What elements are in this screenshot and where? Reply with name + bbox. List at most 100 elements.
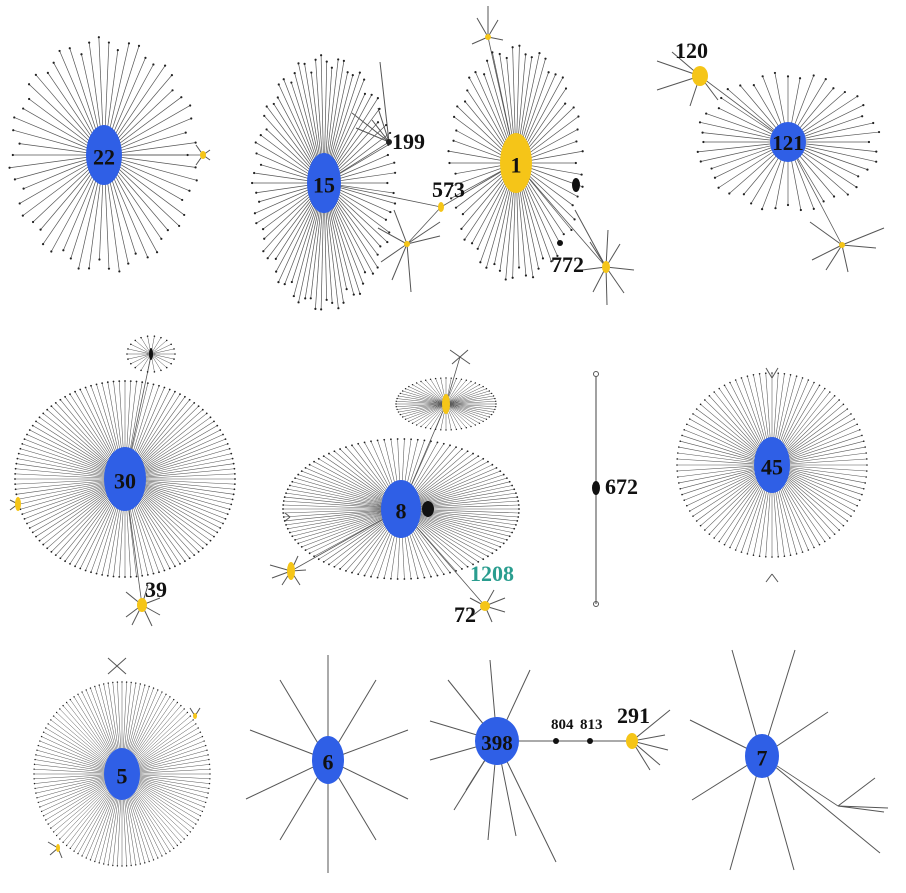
leaf-node [69,257,72,260]
leaf-node [54,554,57,557]
leaf-node [434,428,437,431]
mini-spoke [825,244,843,271]
leaf-node [8,166,11,169]
leaf-node [466,565,469,568]
leaf-node [572,106,575,109]
leaf-node [397,395,400,397]
hub-label-22: 22 [93,145,115,170]
leaf-node [385,123,388,127]
leaf-node [26,522,28,525]
mini-spoke [107,665,118,675]
leaf-node [750,202,753,205]
leaf-node [42,412,45,415]
hub-label-6: 6 [323,750,334,775]
leaf-node [262,250,265,253]
leaf-node [27,83,31,86]
leaf-node [152,572,155,575]
node-772 [557,240,563,246]
spoke-edge [150,353,172,364]
leaf-node [300,545,303,548]
leaf-node [783,555,786,558]
leaf-node [274,257,277,260]
leaf-node [593,601,599,607]
leaf-node [255,222,258,225]
leaf-node [107,864,109,866]
spoke-edge [445,403,495,410]
leaf-node [103,683,105,685]
leaf-node [33,768,35,770]
leaf-node [173,847,175,850]
leaf-node [562,233,565,236]
leaf-node [193,554,196,557]
leaf-node [203,740,205,742]
leaf-node [152,687,155,689]
leaf-node [73,696,75,698]
leaf-node [729,546,731,549]
leaf-node [720,96,723,100]
leaf-node [47,823,49,825]
leaf-node [282,508,284,510]
leaf-node [216,424,219,427]
hub-node-398 [475,717,519,765]
leaf-node [717,107,720,110]
leaf-node [823,387,826,390]
spoke-edge [408,386,447,405]
mini-spoke [459,356,471,365]
leaf-node [14,472,17,475]
leaf-node [85,857,87,859]
leaf-node [47,723,49,725]
leaf-node [14,478,16,480]
leaf-node [35,535,37,538]
spoke-edge [445,403,476,426]
leaf-node [206,797,208,799]
leaf-node [259,163,263,166]
leaf-node [234,478,236,480]
leaf-node [455,129,458,132]
leaf-node [13,178,17,181]
leaf-node [499,470,502,473]
leaf-node [31,220,35,224]
leaf-node [285,523,287,526]
spoke-edge [402,390,447,405]
leaf-node [170,73,174,77]
leaf-node [158,384,160,387]
leaf-node [165,852,167,855]
leaf-node [283,283,286,286]
leaf-node [491,552,494,555]
leaf-node [518,508,520,510]
hub-label-30: 30 [114,469,136,494]
leaf-node [701,131,704,134]
leaf-node [513,527,516,530]
leaf-node [98,684,100,686]
leaf-node [165,693,167,696]
leaf-node [180,841,182,844]
leaf-node [485,266,488,269]
leaf-node [832,87,835,90]
leaf-node [676,464,678,466]
leaf-node [205,412,208,415]
leaf-node [28,527,31,529]
leaf-node [31,531,34,534]
leaf-node [564,87,568,90]
leaf-node [708,533,711,535]
leaf-node [14,467,17,470]
leaf-node [396,578,399,580]
mini-spoke [116,665,127,675]
leaf-node [677,476,679,478]
leaf-node [21,513,24,516]
leaf-node [807,549,810,551]
leaf-node [508,480,511,483]
leaf-node [679,440,682,442]
leaf-node [98,258,101,261]
leaf-node [813,546,815,549]
leaf-node [777,556,780,558]
leaf-node [232,493,235,496]
node-672 [592,481,600,495]
leaf-node [577,115,580,118]
leaf-node [291,535,294,538]
mini-spoke [574,209,607,268]
leaf-node [144,862,146,864]
leaf-node [33,782,36,785]
leaf-node [855,186,858,189]
leaf-node [460,378,463,380]
